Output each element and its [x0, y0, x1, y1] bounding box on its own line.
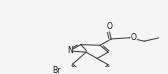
Text: N: N [67, 46, 73, 55]
Text: O: O [107, 22, 112, 31]
Text: O: O [131, 33, 136, 42]
Text: Br: Br [52, 65, 61, 74]
